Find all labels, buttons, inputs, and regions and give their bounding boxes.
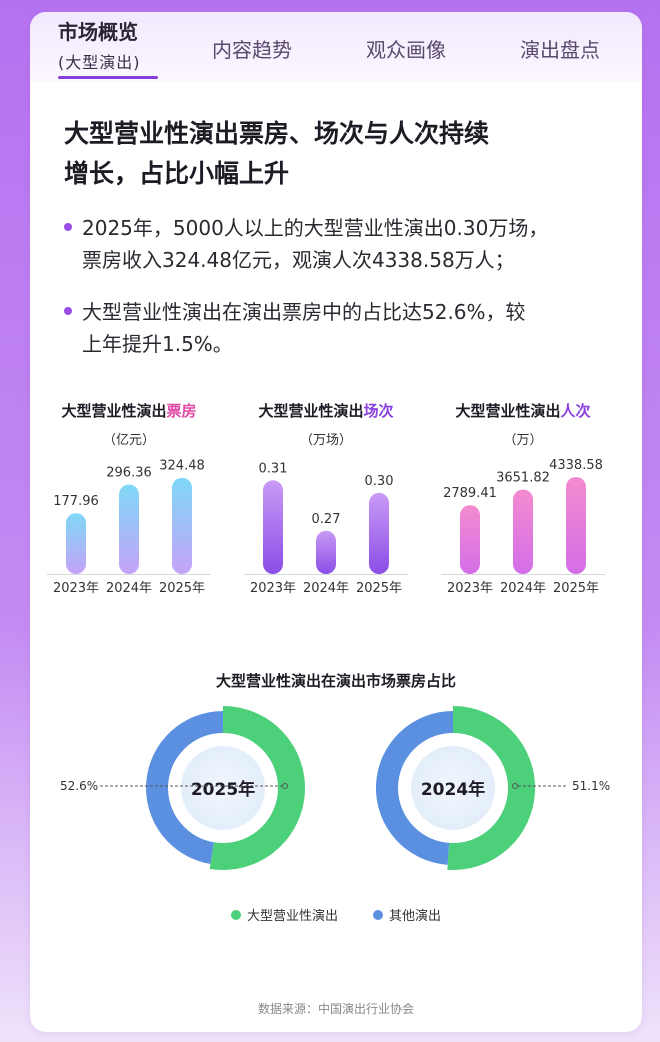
donut-center: [411, 746, 495, 830]
bar-value-label: 0.31: [259, 461, 288, 476]
bullet-2-line-1: 大型营业性演出在演出票房中的占比达52.6%，较: [82, 300, 526, 324]
bullet-item-2: 大型营业性演出在演出票房中的占比达52.6%，较 上年提升1.5%。: [64, 296, 642, 360]
bar-value-label: 177.96: [53, 494, 99, 509]
donut-center: [181, 746, 265, 830]
bar-chart-unit: （万）: [503, 433, 542, 448]
donut-center-label: 2025年: [191, 779, 255, 800]
bar-value-label: 0.30: [365, 474, 394, 489]
bar-value-label: 0.27: [312, 512, 341, 527]
bar: [369, 492, 389, 574]
bar-value-label: 3651.82: [496, 470, 550, 485]
bar-category-label: 2024年: [303, 581, 349, 596]
tab-market-overview[interactable]: 市场概览 (大型演出): [58, 16, 188, 73]
bar-value-label: 324.48: [159, 459, 205, 474]
bar-category-label: 2023年: [250, 581, 296, 596]
bar-value-label: 296.36: [106, 466, 152, 481]
headline-line-1: 大型营业性演出票房、场次与人次持续: [64, 119, 490, 148]
content-card: 市场概览 (大型演出) 内容趋势 观众画像 演出盘点 大型营业性演出票房、场次与…: [30, 12, 642, 1032]
bar-chart-title: 大型营业性演出票房: [61, 402, 196, 420]
donut-leader-dot: [512, 783, 518, 789]
bar-category-label: 2023年: [447, 581, 493, 596]
bar-chart-title-prefix: 大型营业性演出: [258, 402, 363, 420]
donut-1: 2025年 52.6%: [60, 706, 305, 870]
legend-label: 其他演出: [389, 908, 441, 924]
bar-category-label: 2024年: [106, 581, 152, 596]
tab-market-overview-label: 市场概览: [58, 20, 138, 44]
bar-chart-title-prefix: 大型营业性演出: [455, 402, 560, 420]
bar-chart-title-highlight: 场次: [364, 402, 394, 420]
bar: [316, 530, 336, 574]
tab-audience-profile[interactable]: 观众画像: [366, 38, 446, 62]
bar-chart-title: 大型营业性演出场次: [258, 402, 393, 420]
bar-category-label: 2025年: [553, 581, 599, 596]
tab-bar: 市场概览 (大型演出) 内容趋势 观众画像 演出盘点: [30, 12, 642, 82]
donut-share-label: 52.6%: [60, 779, 98, 793]
bar-chart-unit: （亿元）: [103, 433, 155, 448]
donut-2: 2024年 51.1%: [375, 706, 610, 870]
bar: [460, 505, 480, 574]
bar-chart-title: 大型营业性演出人次: [455, 402, 590, 420]
bar-chart-2: 大型营业性演出场次 （万场） 0.31 2023年 0.27 2024年 0.30 2025年: [244, 402, 408, 596]
bullet-1-line-2: 票房收入324.48亿元，观演人次4338.58万人；: [82, 248, 515, 272]
bullet-dot-icon: [64, 307, 72, 315]
bar-value-label: 2789.41: [443, 486, 497, 501]
bar-chart-title-highlight: 票房: [167, 402, 197, 420]
headline-line-2: 增长，占比小幅上升: [64, 159, 290, 188]
bar-category-label: 2023年: [53, 581, 99, 596]
donut-charts: 大型营业性演出在演出市场票房占比 2025年 52.6% 2024年 51.1% 大型营业…: [60, 672, 610, 924]
donut-leader-dot: [282, 783, 288, 789]
bar-chart-title-highlight: 人次: [561, 402, 591, 420]
legend-label: 大型营业性演出: [247, 908, 338, 924]
active-tab-indicator: [58, 76, 158, 79]
bar-chart-1: 大型营业性演出票房 （亿元） 177.96 2023年 296.36 2024年 324.4…: [47, 402, 211, 596]
bullet-dot-icon: [64, 223, 72, 231]
donut-center-label: 2024年: [421, 779, 485, 800]
bar: [263, 480, 283, 574]
bullet-item-1: 2025年，5000人以上的大型营业性演出0.30万场， 票房收入324.48亿…: [64, 212, 642, 276]
donut-share-label: 51.1%: [572, 779, 610, 793]
donut-legend: 大型营业性演出 其他演出: [231, 908, 441, 924]
bar: [66, 513, 86, 574]
bar: [119, 484, 139, 574]
bullet-1-line-1: 2025年，5000人以上的大型营业性演出0.30万场，: [82, 216, 549, 240]
bullet-2-line-2: 上年提升1.5%。: [82, 332, 233, 356]
bar: [172, 477, 192, 574]
legend-swatch: [231, 910, 241, 920]
bar-chart-3: 大型营业性演出人次 （万） 2789.41 2023年 3651.82 2024年 4338…: [441, 402, 605, 596]
tab-content-trends[interactable]: 内容趋势: [212, 38, 292, 62]
donut-chart-title: 大型营业性演出在演出市场票房占比: [216, 672, 456, 690]
bar-chart-title-prefix: 大型营业性演出: [61, 402, 166, 420]
bar-category-label: 2025年: [159, 581, 205, 596]
bar-category-label: 2025年: [356, 581, 402, 596]
bar-value-label: 4338.58: [549, 458, 603, 473]
tab-performance-review[interactable]: 演出盘点: [520, 38, 600, 62]
headline: 大型营业性演出票房、场次与人次持续 增长，占比小幅上升: [64, 114, 624, 194]
bar-charts: 大型营业性演出票房（亿元）177.962023年296.362024年324.4…: [47, 402, 605, 596]
legend-swatch: [373, 910, 383, 920]
bar: [566, 476, 586, 574]
tab-market-overview-sublabel: (大型演出): [58, 53, 141, 72]
bar-category-label: 2024年: [500, 581, 546, 596]
data-source: 数据来源：中国演出行业协会: [257, 1002, 414, 1016]
bar: [513, 489, 533, 574]
bar-chart-unit: （万场）: [300, 433, 352, 448]
